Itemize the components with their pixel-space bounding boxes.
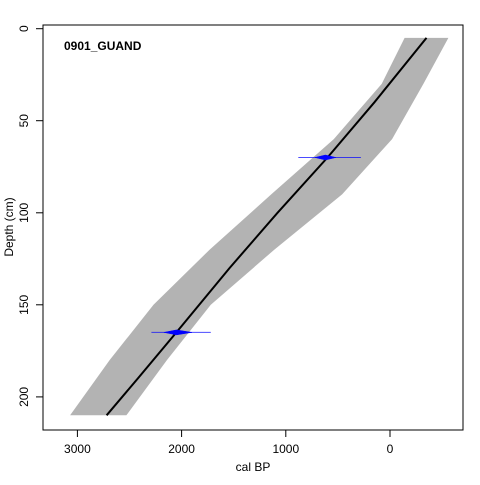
y-axis: 0 50 100 150 200 [17,25,43,407]
median-age-depth-line-0 [105,37,428,416]
y-axis-title: Depth (cm) [2,197,16,256]
date-distribution-1 [163,329,193,336]
x-tick-label-3: 0 [387,442,394,456]
x-tick-label-1: 2000 [168,442,195,456]
x-tick-label-2: 1000 [272,442,299,456]
x-tick-label-0: 3000 [64,442,91,456]
plot-frame [42,24,464,431]
series-layer [105,37,428,416]
y-tick-label-2: 100 [17,202,31,222]
y-tick-label-4: 200 [17,387,31,407]
dated-samples-layer [151,154,361,336]
y-tick-label-1: 50 [17,114,31,128]
core-label: 0901_GUAND [64,39,142,53]
y-tick-label-0: 0 [17,25,31,32]
x-axis: 3000 2000 1000 0 [64,430,394,456]
uncertainty-envelope-layer [70,37,449,416]
y-tick-label-3: 150 [17,294,31,314]
x-axis-title: cal BP [236,460,271,474]
date-distribution-0 [314,154,336,161]
uncertainty-envelope [70,37,449,416]
